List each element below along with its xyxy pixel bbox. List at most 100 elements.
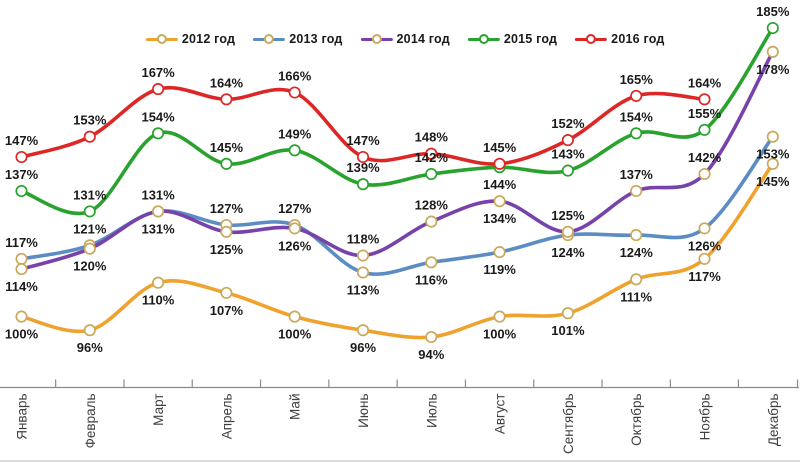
data-label: 142% bbox=[415, 150, 449, 165]
month-label: Март bbox=[151, 394, 166, 426]
data-label: 178% bbox=[756, 62, 790, 77]
data-label: 145% bbox=[210, 140, 244, 155]
data-marker bbox=[152, 83, 165, 96]
data-marker bbox=[766, 130, 779, 143]
legend: 2012 год 2013 год 2014 год 2015 год 2016… bbox=[145, 32, 665, 46]
data-marker bbox=[698, 222, 711, 235]
data-marker bbox=[425, 256, 438, 269]
data-label: 143% bbox=[551, 147, 585, 162]
data-label: 126% bbox=[688, 238, 722, 253]
data-label: 154% bbox=[620, 109, 654, 124]
data-marker bbox=[698, 93, 711, 106]
data-marker bbox=[561, 225, 574, 238]
month-label: Январь bbox=[15, 394, 30, 440]
data-marker bbox=[288, 222, 301, 235]
data-marker bbox=[630, 184, 643, 198]
month-label: Август bbox=[493, 393, 508, 434]
data-label: 111% bbox=[620, 289, 652, 304]
data-marker bbox=[698, 123, 711, 136]
legend-label: 2012 год bbox=[181, 32, 236, 46]
data-marker bbox=[83, 324, 96, 337]
legend-item-2013: 2013 год bbox=[253, 32, 342, 46]
data-marker bbox=[83, 130, 96, 143]
month-label: Апрель bbox=[219, 394, 234, 440]
series-line-2012 bbox=[19, 162, 775, 340]
data-marker bbox=[15, 184, 28, 198]
data-label: 127% bbox=[210, 201, 244, 216]
data-marker bbox=[288, 310, 301, 323]
data-marker bbox=[152, 127, 165, 140]
data-label: 144% bbox=[483, 177, 517, 192]
data-marker bbox=[766, 45, 779, 58]
data-marker bbox=[83, 205, 96, 218]
data-marker bbox=[766, 21, 779, 35]
data-marker bbox=[425, 147, 438, 160]
month-label: Февраль bbox=[83, 394, 98, 449]
data-label: 149% bbox=[278, 126, 312, 141]
data-label: 107% bbox=[210, 303, 244, 318]
data-label: 116% bbox=[415, 272, 448, 287]
data-marker bbox=[493, 195, 506, 208]
legend-item-2012: 2012 год bbox=[145, 32, 236, 46]
month-label: Июнь bbox=[356, 394, 371, 428]
data-marker bbox=[356, 150, 370, 164]
data-label: 125% bbox=[551, 208, 585, 223]
legend-label: 2016 год bbox=[611, 32, 665, 46]
legend-line-marker-icon bbox=[467, 34, 500, 44]
data-label: 124% bbox=[551, 245, 585, 260]
data-marker bbox=[356, 249, 370, 262]
data-label: 142% bbox=[688, 150, 722, 165]
data-label: 137% bbox=[620, 167, 654, 182]
data-label: 100% bbox=[5, 327, 39, 342]
data-marker bbox=[561, 307, 574, 320]
data-label: 164% bbox=[210, 75, 244, 90]
month-label: Октябрь bbox=[629, 394, 644, 446]
data-label: 131% bbox=[141, 221, 175, 236]
data-marker bbox=[356, 266, 370, 279]
data-marker bbox=[152, 276, 165, 289]
data-label: 121% bbox=[73, 221, 107, 236]
data-marker bbox=[15, 310, 28, 323]
data-label: 155% bbox=[688, 106, 722, 121]
data-label: 147% bbox=[5, 133, 39, 148]
data-marker bbox=[630, 229, 643, 242]
data-label: 101% bbox=[551, 323, 585, 338]
data-label: 100% bbox=[483, 327, 517, 342]
data-label: 127% bbox=[278, 201, 312, 216]
data-label: 139% bbox=[346, 160, 380, 175]
data-label: 152% bbox=[551, 116, 585, 131]
data-marker bbox=[15, 150, 28, 164]
data-label: 137% bbox=[5, 167, 39, 182]
data-label: 164% bbox=[688, 75, 722, 90]
legend-item-2016: 2016 год bbox=[575, 32, 664, 46]
data-marker bbox=[288, 144, 301, 157]
data-marker bbox=[425, 167, 438, 181]
data-marker bbox=[493, 310, 506, 323]
data-label: 125% bbox=[210, 242, 244, 257]
data-marker bbox=[561, 134, 574, 147]
data-label: 124% bbox=[620, 245, 654, 260]
data-label: 117% bbox=[5, 235, 38, 250]
legend-label: 2013 год bbox=[289, 32, 343, 46]
data-marker bbox=[220, 225, 233, 238]
data-marker bbox=[356, 324, 370, 337]
data-marker bbox=[630, 89, 643, 102]
data-marker bbox=[493, 246, 506, 259]
data-label: 114% bbox=[5, 279, 38, 294]
month-label: Май bbox=[288, 394, 303, 420]
data-marker bbox=[152, 205, 165, 218]
data-label: 131% bbox=[73, 187, 107, 202]
legend-line-marker-icon bbox=[575, 34, 608, 44]
data-marker bbox=[630, 127, 643, 140]
month-label: Июль bbox=[424, 394, 439, 428]
legend-line-marker-icon bbox=[253, 34, 286, 44]
series-line-2015 bbox=[19, 26, 775, 216]
data-label: 113% bbox=[347, 283, 380, 298]
month-label: Сентябрь bbox=[561, 394, 576, 454]
data-marker bbox=[220, 93, 233, 106]
month-label: Декабрь bbox=[766, 394, 781, 447]
data-marker bbox=[83, 242, 96, 255]
data-marker bbox=[630, 273, 643, 286]
